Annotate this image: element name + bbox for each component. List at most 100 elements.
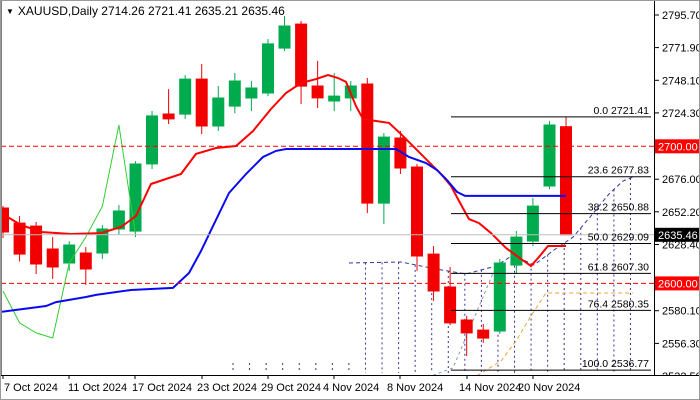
price-axis-label: 2556.30 [662, 338, 699, 350]
candle-body [510, 236, 523, 266]
time-axis-label: 11 Oct 2024 [68, 382, 127, 394]
candle [1, 205, 9, 238]
price-axis-label: 2652.20 [662, 207, 699, 219]
price-axis-label: 2748.10 [662, 75, 699, 87]
candle [129, 161, 142, 238]
tenkan-sen-line [1, 74, 566, 268]
candle-body [311, 85, 324, 99]
candle [79, 247, 92, 285]
candle [262, 39, 274, 97]
candle [328, 73, 341, 111]
symbol-dropdown-icon[interactable]: ▼ [6, 7, 14, 16]
candle-body [328, 95, 341, 102]
candle-body [146, 115, 158, 165]
bid-price-badge [655, 227, 699, 242]
price-badge-label: 2635.46 [658, 230, 698, 242]
price-axis-label: 2795.70 [662, 10, 699, 22]
chart-plot-area[interactable] [1, 1, 654, 375]
candle-body [195, 78, 208, 127]
candle-body [460, 319, 473, 334]
candle-body [444, 286, 457, 324]
candle-body [361, 83, 374, 204]
candle [411, 164, 423, 271]
senkou-span-past-line [432, 270, 495, 375]
candle [526, 198, 539, 246]
level-price-badge [655, 276, 699, 291]
fib-level-label: 50.0 2629.09 [588, 232, 649, 244]
time-axis-label: 23 Oct 2024 [197, 382, 257, 394]
candle [361, 78, 374, 214]
candle-body [262, 43, 274, 94]
candle [179, 75, 192, 119]
candle [212, 86, 225, 131]
candle-body [245, 87, 258, 99]
time-axis-label: 4 Nov 2024 [323, 382, 379, 394]
level-price-badge [655, 139, 699, 154]
candle-body [46, 248, 59, 268]
candle-body [493, 262, 506, 332]
candle [46, 237, 59, 279]
candle-body [427, 253, 440, 292]
price-axis-label: 2628.40 [662, 240, 699, 252]
candle-body [394, 137, 407, 169]
candle-body [1, 207, 9, 233]
candle-body [212, 97, 225, 127]
symbol-period-label: XAUUSD,Daily [17, 4, 98, 18]
price-axis-label: 2771.90 [662, 43, 699, 55]
time-axis-label: 8 Nov 2024 [387, 382, 443, 394]
fib-level-label: 23.6 2677.83 [588, 165, 649, 177]
candle-body [295, 23, 308, 87]
candle-body [278, 25, 291, 49]
candle-body [526, 205, 539, 242]
candle [228, 73, 241, 114]
candle [278, 16, 291, 51]
candle [195, 64, 208, 135]
candle-body [129, 163, 142, 232]
candle-body [228, 80, 241, 107]
price-badge-label: 2700.00 [658, 141, 698, 153]
fib-level-label: 76.4 2580.35 [588, 298, 649, 310]
price-badge-label: 2600.00 [658, 278, 698, 290]
time-axis-area[interactable] [1, 376, 699, 399]
price-axis-area[interactable] [655, 1, 699, 375]
candle-body [79, 252, 92, 270]
title-ohlc-values: 2714.26 2721.41 2635.21 2635.46 [101, 4, 285, 18]
senkou-span-a-line [477, 292, 633, 375]
candle-body [13, 222, 26, 255]
plot-group [1, 16, 634, 375]
candle [311, 60, 324, 108]
price-axis-label: 2724.30 [662, 108, 699, 120]
fib-level-label: 0.0 2721.41 [594, 105, 650, 117]
time-axis-label: 14 Nov 2024 [459, 382, 521, 394]
candle [112, 205, 125, 235]
candle-body [179, 78, 192, 115]
candle-body [30, 225, 43, 265]
candle-body [112, 210, 125, 230]
time-axis-label: 20 Nov 2024 [518, 382, 580, 394]
time-axis-label: 29 Oct 2024 [261, 382, 321, 394]
candle-body [543, 124, 556, 187]
chart-title: ▼ XAUUSD,Daily 2714.26 2721.41 2635.21 26… [6, 4, 285, 18]
candle-body [162, 113, 175, 120]
candle [245, 81, 258, 111]
candle [560, 116, 572, 236]
candle-body [63, 244, 76, 264]
fib-level-label: 38.2 2650.88 [588, 202, 649, 214]
candle [295, 21, 308, 104]
price-axis-label: 2580.10 [662, 306, 699, 318]
candle [444, 267, 457, 325]
candle-body [477, 329, 490, 339]
price-axis-label: 2676.00 [662, 174, 699, 186]
kijun-sen-line [1, 148, 566, 313]
candle [543, 121, 556, 190]
candle-body [377, 136, 390, 204]
candle-body [560, 126, 572, 236]
fib-level-label: 100.0 2536.77 [582, 358, 649, 370]
candle [460, 315, 473, 356]
candle [493, 259, 506, 334]
time-axis-label: 7 Oct 2024 [4, 382, 58, 394]
candle-body [96, 228, 109, 254]
candle [427, 246, 440, 301]
